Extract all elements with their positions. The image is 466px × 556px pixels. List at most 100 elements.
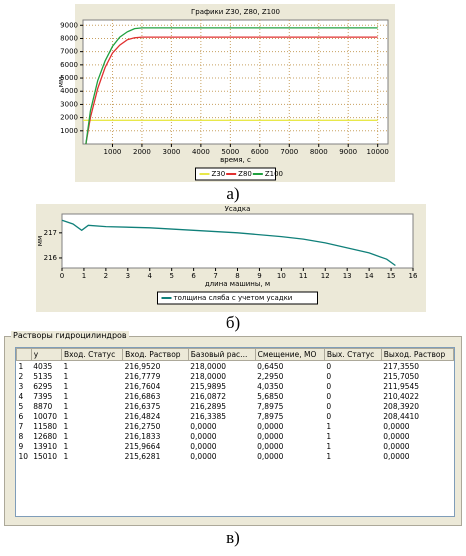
table-cell: 218,0000 xyxy=(190,361,227,371)
table-title: Растворы гидроцилиндров xyxy=(11,331,129,340)
table-cell: 216,3385 xyxy=(190,411,227,421)
legend-label: Z100 xyxy=(265,170,283,178)
table-cell: 7 xyxy=(18,421,24,431)
x-tick-label: 9000 xyxy=(339,148,357,156)
plot-area xyxy=(61,213,414,269)
table-row: 2 5135 1 216,7779 218,0000 2,2950 0 215,7050 xyxy=(17,371,454,381)
table-cell: 1 xyxy=(326,441,332,451)
legend-label: Z30 xyxy=(212,170,226,178)
table-cell: 1 xyxy=(63,441,69,451)
table-row: 3 6295 1 216,7604 215,9895 4,0350 0 211,9545 xyxy=(17,381,454,391)
table-cell: 0,0000 xyxy=(257,441,284,451)
table-cell: 12680 xyxy=(33,431,58,441)
table-row: 1 4035 1 216,9520 218,0000 0,6450 0 217,3550 xyxy=(17,361,454,372)
x-tick-label: 1000 xyxy=(104,148,122,156)
table: y Вход. Статус Вход. Раствор Базовый рас...… xyxy=(16,348,454,461)
chart-title: Графики Z30, Z80, Z100 xyxy=(191,8,280,16)
x-tick-label: 6 xyxy=(191,272,196,280)
table-cell: 216,6863 xyxy=(124,391,161,401)
table-cell: 7,8975 xyxy=(257,401,284,411)
table-row: 7 11580 1 216,2750 0,0000 0,0000 1 0,0000 xyxy=(17,421,454,431)
table-cell: 5 xyxy=(18,401,24,411)
x-tick-label: 3000 xyxy=(162,148,180,156)
table-cell: 0 xyxy=(326,361,332,371)
table-cell: 9 xyxy=(18,441,24,451)
y-tick-label: 3000 xyxy=(60,100,78,108)
y-tick-label: 5000 xyxy=(60,74,78,82)
y-tick-label: 6000 xyxy=(60,61,78,69)
table-cell: 216,7604 xyxy=(124,381,161,391)
table-cell: 0,0000 xyxy=(383,431,410,441)
table-cell: 218,0000 xyxy=(190,371,227,381)
table-cell: 1 xyxy=(63,391,69,401)
x-tick-label: 1 xyxy=(82,272,86,280)
x-tick-label: 0 xyxy=(60,272,64,280)
table-row: 8 12680 1 216,1833 0,0000 0,0000 1 0,0000 xyxy=(17,431,454,441)
column-header: Смещение, МО xyxy=(254,348,325,361)
table-cell: 6295 xyxy=(33,381,53,391)
caption: а) xyxy=(226,184,240,203)
table-cell: 4035 xyxy=(33,361,53,371)
table-cell: 0,0000 xyxy=(257,421,284,431)
line xyxy=(85,36,378,145)
plot-area xyxy=(82,19,389,145)
table-cell: 215,9664 xyxy=(124,441,161,451)
column-header: Вход. Статус xyxy=(60,348,124,361)
x-tick-label: 5000 xyxy=(221,148,239,156)
y-tick-label: 216 xyxy=(44,254,58,262)
table-cell: 208,4410 xyxy=(383,411,420,421)
x-tick-label: 3 xyxy=(126,272,130,280)
line xyxy=(85,27,378,145)
x-tick-label: 11 xyxy=(299,272,308,280)
table-cell: 6 xyxy=(18,411,24,421)
x-tick-label: 12 xyxy=(321,272,330,280)
table-cell: 7,8975 xyxy=(257,411,284,421)
legend-label: толщина сляба с учетом усадки xyxy=(174,294,293,302)
x-tick-label: 9 xyxy=(257,272,261,280)
y-tick-label: 4000 xyxy=(60,87,78,95)
table-cell: 0 xyxy=(326,371,332,381)
y-tick-label: 2000 xyxy=(60,114,78,122)
table-cell: 216,1833 xyxy=(124,431,161,441)
x-tick-label: 13 xyxy=(343,272,352,280)
table-cell: 1 xyxy=(63,361,69,371)
table-cell: 216,0872 xyxy=(190,391,227,401)
table-cell: 1 xyxy=(63,421,69,431)
y-axis-label: мм xyxy=(57,77,65,88)
x-tick-label: 2 xyxy=(104,272,108,280)
table-cell: 2,2950 xyxy=(257,371,284,381)
table-cell: 216,7779 xyxy=(124,371,161,381)
table-cell: 5,6850 xyxy=(257,391,284,401)
x-tick-label: 10 xyxy=(277,272,286,280)
y-tick-label: 217 xyxy=(44,229,57,237)
x-tick-label: 8000 xyxy=(310,148,328,156)
table-cell: 7395 xyxy=(33,391,53,401)
table-row: 10 15010 1 215,6281 0,0000 0,0000 1 0,0000 xyxy=(17,451,454,461)
x-tick-label: 5 xyxy=(169,272,173,280)
table-cell: 1 xyxy=(326,421,332,431)
column-header: Вход. Раствор xyxy=(122,348,189,361)
x-tick-label: 7000 xyxy=(280,148,298,156)
table-cell: 0 xyxy=(326,401,332,411)
table-cell: 4,0350 xyxy=(257,381,284,391)
table-cell: 215,9895 xyxy=(190,381,227,391)
table-cell: 8 xyxy=(18,431,24,441)
y-tick-label: 1000 xyxy=(60,127,78,135)
table-cell: 216,4824 xyxy=(124,411,161,421)
legend-label: Z80 xyxy=(238,170,252,178)
table-cell: 216,2750 xyxy=(124,421,161,431)
table-cell: 0 xyxy=(326,381,332,391)
caption: б) xyxy=(225,313,241,332)
legend xyxy=(157,291,318,305)
x-tick-label: 7 xyxy=(213,272,217,280)
table-cell: 1 xyxy=(326,431,332,441)
x-tick-label: 15 xyxy=(387,272,396,280)
table-cell: 0 xyxy=(326,391,332,401)
table-cell: 0,6450 xyxy=(257,361,284,371)
x-tick-label: 4000 xyxy=(192,148,210,156)
table-cell: 0,0000 xyxy=(190,451,217,461)
x-tick-label: 10000 xyxy=(367,148,389,156)
table-cell: 215,7050 xyxy=(383,371,420,381)
